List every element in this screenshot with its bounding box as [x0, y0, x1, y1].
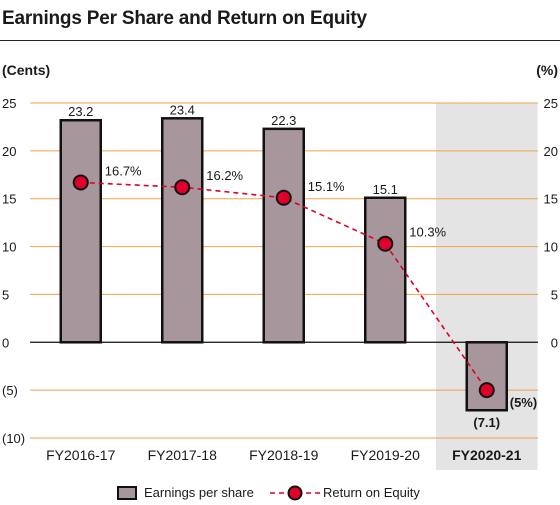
roe-data-label: (5%): [510, 395, 537, 410]
y-tick-label-right: 5: [551, 287, 558, 302]
right-axis-unit: (%): [536, 62, 558, 78]
eps-bar: [59, 118, 102, 344]
eps-bar: [161, 117, 204, 344]
y-tick-label-right: 25: [544, 96, 558, 111]
eps-data-label: 15.1: [373, 182, 398, 197]
y-tick-label-left: 10: [2, 240, 16, 255]
y-tick-label-left: (10): [2, 431, 25, 446]
y-tick-label-left: 5: [2, 287, 9, 302]
legend-label-eps: Earnings per share: [144, 485, 254, 500]
y-tick-label-right: 15: [544, 192, 558, 207]
y-tick-label-left: (5): [2, 383, 18, 398]
eps-data-label: 23.4: [170, 102, 195, 117]
eps-data-label: 23.2: [68, 104, 93, 119]
roe-data-label: 16.7%: [105, 163, 142, 178]
chart-title: Earnings Per Share and Return on Equity: [2, 8, 367, 29]
x-tick-label: FY2016-17: [46, 447, 115, 463]
legend-marker-roe: [287, 485, 303, 501]
eps-data-label: (7.1): [473, 415, 500, 430]
roe-point: [174, 179, 191, 196]
roe-point: [478, 382, 495, 399]
roe-point: [275, 189, 292, 206]
roe-data-label: 16.2%: [206, 168, 243, 183]
y-tick-label-right: 20: [544, 144, 558, 159]
roe-data-label: 10.3%: [409, 225, 446, 240]
y-tick-label-left: 20: [2, 144, 16, 159]
x-tick-label: FY2017-18: [148, 447, 217, 463]
y-tick-label-right: 10: [544, 240, 558, 255]
y-tick-label-right: 0: [551, 335, 558, 350]
roe-data-label: 15.1%: [308, 179, 345, 194]
eps-bar: [262, 127, 305, 344]
legend-swatch-eps: [117, 486, 137, 500]
x-tick-label: FY2019-20: [351, 447, 420, 463]
y-tick-label-left: 15: [2, 192, 16, 207]
eps-data-label: 22.3: [271, 113, 296, 128]
eps-bar: [465, 341, 508, 412]
roe-point: [72, 174, 89, 191]
y-tick-label-left: 0: [2, 335, 9, 350]
roe-line: [80, 181, 488, 391]
roe-point: [377, 235, 394, 252]
x-tick-label: FY2018-19: [249, 447, 318, 463]
y-tick-label-left: 25: [2, 96, 16, 111]
title-divider: [0, 40, 560, 41]
eps-bar: [364, 196, 407, 344]
legend-label-roe: Return on Equity: [323, 485, 420, 500]
x-tick-label: FY2020-21: [452, 447, 521, 463]
left-axis-unit: (Cents): [2, 62, 50, 78]
